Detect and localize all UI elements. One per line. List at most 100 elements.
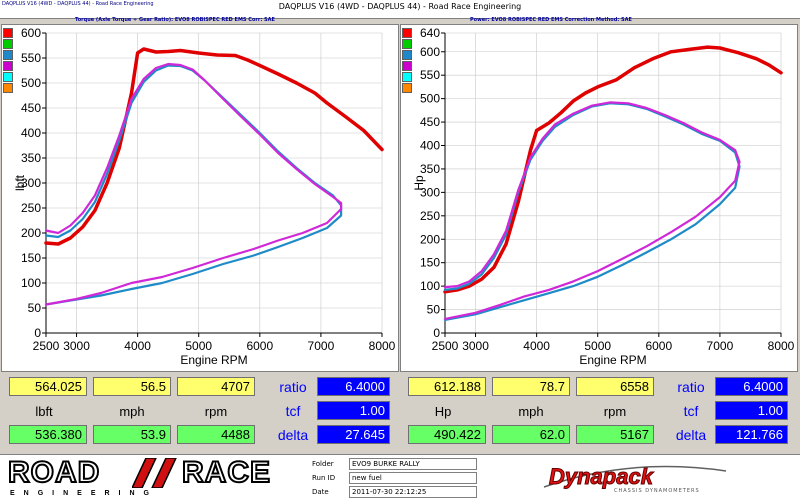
road-race-logo-sub: ENGINEERING xyxy=(10,490,159,497)
tcf-value: 1.00 xyxy=(715,401,788,420)
power-peak-value: 612.188 xyxy=(408,377,486,396)
footer-bar: ROAD RACE ENGINEERING Folder EVO9 BURKE … xyxy=(0,454,800,501)
run-swatch-6[interactable] xyxy=(402,83,412,93)
power-second-rpm: 5167 xyxy=(576,425,654,444)
run-id-field[interactable]: new fuel xyxy=(349,472,477,484)
date-label: Date xyxy=(312,488,329,496)
y-tick-label: 450 xyxy=(21,101,41,115)
x-tick-label: 3000 xyxy=(462,339,489,353)
y-tick-label: 400 xyxy=(420,139,440,153)
x-tick-label: 6000 xyxy=(246,339,273,353)
run-swatch-5[interactable] xyxy=(402,72,412,82)
y-tick-label: 550 xyxy=(21,51,41,65)
torque-peak-value: 564.025 xyxy=(9,377,87,396)
rpm-label: rpm xyxy=(204,404,228,419)
y-tick-label: 400 xyxy=(21,126,41,140)
torque-chart: 0 50 100 150 200 250 300 350 400 450 500 550 600 2500… xyxy=(13,26,396,367)
run-swatch-5[interactable] xyxy=(3,72,13,82)
run-swatch-4[interactable] xyxy=(3,61,13,71)
torque-chart-header: Torque (Axle Torque ÷ Gear Ratio): EVO8 … xyxy=(75,17,275,23)
delta-value: 121.766 xyxy=(715,425,788,444)
y-tick-label: 600 xyxy=(420,45,440,59)
road-race-logo-word-2: RACE xyxy=(181,456,272,489)
x-tick-label: 4000 xyxy=(124,339,151,353)
dynapack-logo-swoosh-icon xyxy=(543,465,727,488)
rpm-label: rpm xyxy=(603,404,627,419)
run-swatch-4[interactable] xyxy=(402,61,412,71)
y-tick-label: 350 xyxy=(21,151,41,165)
dynapack-logo-sub: CHASSIS DYNAMOMETERS xyxy=(614,488,700,494)
y-tick-label: 300 xyxy=(21,176,41,190)
torque-second-value: 536.380 xyxy=(9,425,87,444)
x-tick-label: 6000 xyxy=(645,339,672,353)
power-chart: 0 50 100 150 200 250 300 350 400 450 500 550 600 640 2… xyxy=(412,26,795,367)
y-tick-label: 100 xyxy=(420,279,440,293)
y-tick-label: 550 xyxy=(420,68,440,82)
y-tick-label: 600 xyxy=(21,26,41,40)
y-axis-label: lbft xyxy=(13,174,27,191)
y-tick-label: 450 xyxy=(420,115,440,129)
y-axis-label: Hp xyxy=(412,175,426,191)
y-tick-label: 150 xyxy=(21,251,41,265)
date-field[interactable]: 2011-07-30 22:12:25 xyxy=(349,486,477,498)
run-swatches-right xyxy=(402,28,413,94)
x-tick-label: 5000 xyxy=(584,339,611,353)
run-swatch-2[interactable] xyxy=(402,39,412,49)
torque-unit-label: lbft xyxy=(35,404,53,419)
y-tick-label: 200 xyxy=(21,226,41,240)
mph-label: mph xyxy=(518,404,544,419)
y-tick-label: 300 xyxy=(420,185,440,199)
ratio-label: ratio xyxy=(677,379,705,395)
torque-peak-mph: 56.5 xyxy=(93,377,171,396)
x-tick-label: 2500 xyxy=(33,339,60,353)
series-line-3 xyxy=(443,101,741,320)
y-tick-label: 250 xyxy=(21,201,41,215)
road-race-slash-logo-icon xyxy=(132,458,177,488)
x-tick-label: 8000 xyxy=(768,339,795,353)
run-id-label: Run ID xyxy=(312,474,336,482)
run-swatch-6[interactable] xyxy=(3,83,13,93)
run-swatch-2[interactable] xyxy=(3,39,13,49)
series-line-1 xyxy=(443,45,783,294)
x-tick-label: 2500 xyxy=(432,339,459,353)
y-tick-label: 350 xyxy=(420,162,440,176)
torque-second-rpm: 4488 xyxy=(177,425,255,444)
power-peak-mph: 78.7 xyxy=(492,377,570,396)
delta-label: delta xyxy=(675,427,707,443)
power-chart-header: Power: EVO8 ROBISPEC RED EMS Correction … xyxy=(470,17,632,23)
x-tick-label: 4000 xyxy=(523,339,550,353)
y-tick-label: 50 xyxy=(427,303,441,317)
series-line-1 xyxy=(44,47,384,246)
x-axis-label: Engine RPM xyxy=(180,353,247,367)
delta-value: 27.645 xyxy=(317,425,390,444)
run-swatch-3[interactable] xyxy=(3,50,13,60)
y-tick-label: 0 xyxy=(34,326,41,340)
ratio-value: 6.4000 xyxy=(317,377,390,396)
tcf-value: 1.00 xyxy=(317,401,390,420)
x-tick-label: 7000 xyxy=(308,339,335,353)
run-swatch-3[interactable] xyxy=(402,50,412,60)
series-line-3 xyxy=(44,62,343,306)
tcf-label: tcf xyxy=(285,403,301,419)
torque-peak-rpm: 4707 xyxy=(177,377,255,396)
power-second-value: 490.422 xyxy=(408,425,486,444)
y-tick-label: 250 xyxy=(420,209,440,223)
run-swatch-1[interactable] xyxy=(402,28,412,38)
ratio-value: 6.4000 xyxy=(715,377,788,396)
x-tick-label: 3000 xyxy=(63,339,90,353)
y-tick-label: 640 xyxy=(420,26,440,40)
run-swatch-1[interactable] xyxy=(3,28,13,38)
x-axis-label: Engine RPM xyxy=(579,353,646,367)
torque-chart-panel: 0 50 100 150 200 250 300 350 400 450 500 550 600 2500… xyxy=(1,24,399,372)
ratio-label: ratio xyxy=(279,379,307,395)
y-tick-label: 150 xyxy=(420,256,440,270)
folder-field[interactable]: EVO9 BURKE RALLY xyxy=(349,458,477,470)
power-peak-rpm: 6558 xyxy=(576,377,654,396)
dynapack-logo: Dynapack xyxy=(549,464,654,490)
series-line-2 xyxy=(443,102,741,321)
y-tick-label: 0 xyxy=(433,326,440,340)
y-tick-label: 500 xyxy=(21,76,41,90)
x-tick-label: 7000 xyxy=(707,339,734,353)
title-bar: DAQPLUS V16 (4WD - DAQPLUS 44) - Road Ra… xyxy=(0,0,800,19)
window-tab-title[interactable]: DAQPLUS V16 (4WD - DAQPLUS 44) - Road Ra… xyxy=(2,1,154,7)
